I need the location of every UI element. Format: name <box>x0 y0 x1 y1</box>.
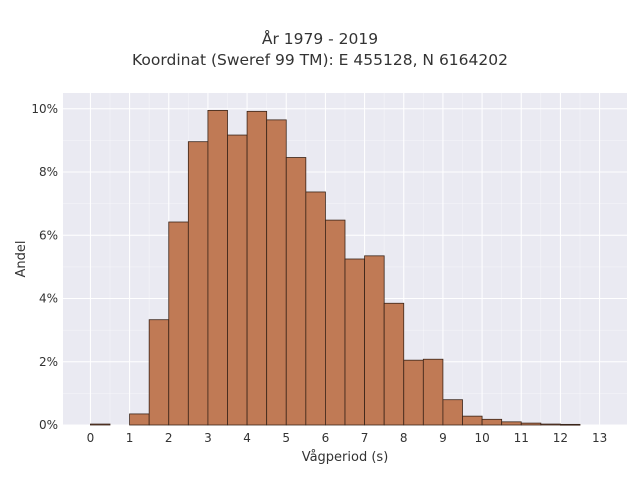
x-tick-label: 13 <box>592 431 607 445</box>
x-tick-label: 10 <box>474 431 489 445</box>
histogram-bar <box>266 119 287 426</box>
histogram-bar <box>540 423 561 426</box>
histogram-bar <box>442 399 463 426</box>
chart-title-line-1: År 1979 - 2019 <box>261 30 379 48</box>
x-tick-label: 9 <box>439 431 447 445</box>
x-tick-label: 7 <box>361 431 369 445</box>
histogram-bar <box>481 418 503 426</box>
histogram-bar <box>148 319 170 426</box>
histogram-bar <box>344 258 365 426</box>
x-tick-label: 2 <box>165 431 173 445</box>
histogram-bar <box>246 110 268 426</box>
histogram-bar <box>422 358 444 426</box>
x-tick-label: 12 <box>553 431 568 445</box>
y-tick-label: 2% <box>39 355 58 369</box>
histogram-bar <box>520 422 542 426</box>
y-tick-label: 0% <box>39 418 58 432</box>
x-axis-ticks: 0 1 2 3 4 5 6 7 8 9 10 11 12 13 <box>87 431 608 445</box>
y-axis-label: Andel <box>14 241 29 278</box>
histogram-bar <box>90 423 111 426</box>
histogram-bar <box>227 134 248 426</box>
x-tick-label: 0 <box>87 431 95 445</box>
histogram-bar <box>403 359 424 426</box>
y-tick-label: 10% <box>31 102 58 116</box>
histogram-bar <box>462 415 483 426</box>
histogram-bar <box>364 255 385 426</box>
histogram-bars <box>90 109 581 426</box>
histogram-bar <box>285 157 307 426</box>
histogram-bar <box>168 221 189 426</box>
x-tick-label: 8 <box>400 431 408 445</box>
histogram-bar <box>501 421 522 426</box>
x-tick-label: 11 <box>514 431 529 445</box>
x-axis-label: Vågperiod (s) <box>302 450 389 465</box>
histogram-bar <box>207 109 228 426</box>
x-tick-label: 6 <box>322 431 330 445</box>
y-tick-label: 4% <box>39 292 58 306</box>
histogram-bar <box>325 219 346 426</box>
histogram-bar <box>129 413 150 426</box>
histogram-bar <box>305 191 326 426</box>
histogram-bar <box>187 141 209 426</box>
y-tick-label: 8% <box>39 165 58 179</box>
y-axis-ticks: 0% 2% 4% 6% 8% 10% <box>31 102 58 432</box>
x-tick-label: 1 <box>126 431 134 445</box>
x-tick-label: 4 <box>243 431 251 445</box>
histogram-bar <box>383 302 405 426</box>
x-tick-label: 3 <box>204 431 212 445</box>
histogram-bar <box>560 423 581 426</box>
x-tick-label: 5 <box>282 431 290 445</box>
chart-title-line-2: Koordinat (Sweref 99 TM): E 455128, N 61… <box>132 51 508 69</box>
y-tick-label: 6% <box>39 228 58 242</box>
